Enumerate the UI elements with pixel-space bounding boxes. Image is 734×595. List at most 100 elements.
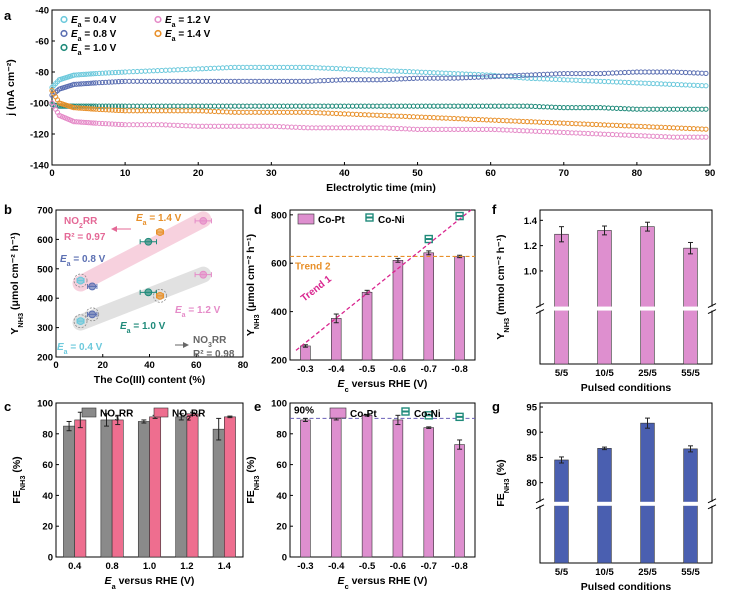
point-label-b: Ea = 1.2 V [175, 305, 221, 319]
x-axis-label-d: Ec versus RHE (V) [338, 378, 428, 394]
data-point-a [99, 70, 105, 76]
legend-swatch-c [153, 407, 169, 418]
panel-letter-b: b [4, 202, 12, 217]
trend2-label: Trend 2 [295, 261, 331, 272]
x-tick-label-f: 10/5 [595, 368, 614, 379]
data-point-a [93, 106, 99, 112]
annotation-no2rr: NO2RR [64, 216, 98, 230]
y-tick-label-d: 200 [271, 356, 287, 367]
trend-band-no3 [72, 266, 212, 331]
data-point-a [116, 107, 122, 114]
y-tick-label-c: 40 [42, 491, 53, 502]
x-tick-label-a: 80 [632, 168, 643, 179]
bar-f [683, 247, 698, 365]
x-tick-label-d: -0.3 [297, 364, 313, 375]
panel-d: -0.3 -0.4 -0.5 -0.6 -0.7 -0.8 200 400 600 800 Ec v… [245, 209, 476, 394]
point-label-b: Ea = 0.4 V [57, 342, 103, 356]
legend-label-a: Ea = 0.4 V [71, 15, 117, 29]
x-tick-label-c: 1.0 [143, 561, 156, 572]
legend-label-e: Co-Pt [350, 409, 377, 420]
axis-break-mark-g [707, 504, 717, 510]
data-point-a [88, 106, 94, 112]
data-point-a [88, 71, 94, 77]
y-axis-label-b: YNH3 (μmol cm⁻² h⁻¹) [9, 232, 25, 334]
data-point-a [119, 107, 125, 114]
y-tick-label-a: -140 [30, 161, 49, 172]
data-point-b [76, 276, 85, 285]
data-point-a [119, 121, 125, 128]
legend-marker-a [154, 15, 162, 24]
y-tick-label-e: 80 [276, 429, 287, 440]
axis-break-mark-g [535, 504, 545, 510]
legend-swatch-e [329, 407, 347, 419]
bar-e [392, 419, 404, 558]
bar-c [63, 425, 75, 558]
data-point-a [81, 105, 87, 111]
bar-c [111, 419, 124, 558]
x-axis-label-f: Pulsed conditions [581, 382, 672, 394]
panel-letter-e: e [254, 399, 261, 414]
y-tick-label-a: -100 [30, 99, 49, 110]
data-point-a [112, 79, 118, 85]
data-point-a [106, 79, 112, 85]
series-a-2 [49, 101, 709, 112]
data-point-a [112, 107, 118, 113]
legend-marker-a [60, 15, 68, 24]
axis-break-mark-g [535, 498, 545, 504]
x-tick-label-d: -0.8 [451, 364, 467, 375]
x-tick-label-g: 55/5 [681, 567, 700, 578]
bar-c [149, 416, 162, 558]
legend-swatch-d [297, 213, 315, 225]
data-point-a [703, 134, 709, 140]
x-axis-label-b: The Co(III) content (%) [94, 374, 205, 386]
y-axis-label-f: YNH3 (mmol cm⁻² h⁻¹) [495, 234, 511, 339]
x-tick-label-f: 5/5 [555, 368, 569, 379]
data-point-a [76, 119, 82, 125]
y-tick-label-c: 80 [42, 429, 53, 440]
data-point-a [93, 70, 99, 77]
x-tick-label-d: -0.7 [421, 364, 437, 375]
data-point-b [199, 216, 208, 225]
y-tick-label-d: 600 [271, 259, 287, 270]
panel-letter-f: f [492, 202, 497, 217]
x-axis-label-e: Ec versus RHE (V) [338, 575, 428, 591]
annotation-no2-r2: R² = 0.97 [64, 232, 106, 243]
x-tick-label-c: 1.2 [180, 561, 193, 572]
panel-letter-g: g [492, 399, 500, 414]
bar-f [597, 230, 612, 365]
axis-break-band-g [536, 501, 716, 506]
bar-g [683, 448, 698, 564]
x-tick-label-a: 20 [193, 168, 204, 179]
y-tick-label-e: 60 [276, 460, 287, 471]
panel-a: 0 10 20 30 40 50 60 70 80 90 -40 -60 -80 -100 -120 -140… [5, 6, 715, 195]
panel-c: 0.4 0.8 1.0 1.2 1.4 0 20 40 60 80 100 Ea versus RHE… [11, 399, 244, 591]
data-point-a [76, 81, 82, 87]
bar-c [74, 419, 87, 558]
data-point-b [88, 282, 97, 291]
y-tick-label-c: 0 [48, 553, 53, 564]
data-point-a [81, 71, 87, 78]
plot-frame-e [289, 402, 476, 558]
y-tick-label-a: -40 [35, 6, 49, 17]
bar-d [454, 256, 465, 361]
dashed-circle-b [73, 314, 88, 329]
x-tick-label-e: -0.6 [390, 561, 406, 572]
data-point-b [156, 228, 164, 236]
y-tick-label-e: 0 [282, 553, 287, 564]
y-tick-label-f: 1.0 [524, 266, 537, 277]
y-tick-label-c: 100 [37, 399, 53, 410]
x-tick-label-d: -0.5 [359, 364, 376, 375]
data-point-a [76, 105, 82, 111]
panel-letter-a: a [4, 8, 12, 23]
data-point-a [109, 70, 115, 76]
data-point-a [73, 72, 79, 78]
bar-d [423, 252, 434, 361]
x-tick-label-g: 5/5 [555, 567, 569, 578]
data-point-a [96, 103, 102, 109]
panel-f: 5/5 10/5 25/5 55/5 1.0 1.2 1.4 Pulsed condition… [495, 209, 717, 394]
legend-label-a: Ea = 0.8 V [71, 29, 117, 43]
x-tick-label-b: 20 [97, 360, 108, 371]
data-point-a [90, 80, 97, 86]
bar-d [331, 318, 342, 361]
data-point-b [144, 288, 153, 297]
